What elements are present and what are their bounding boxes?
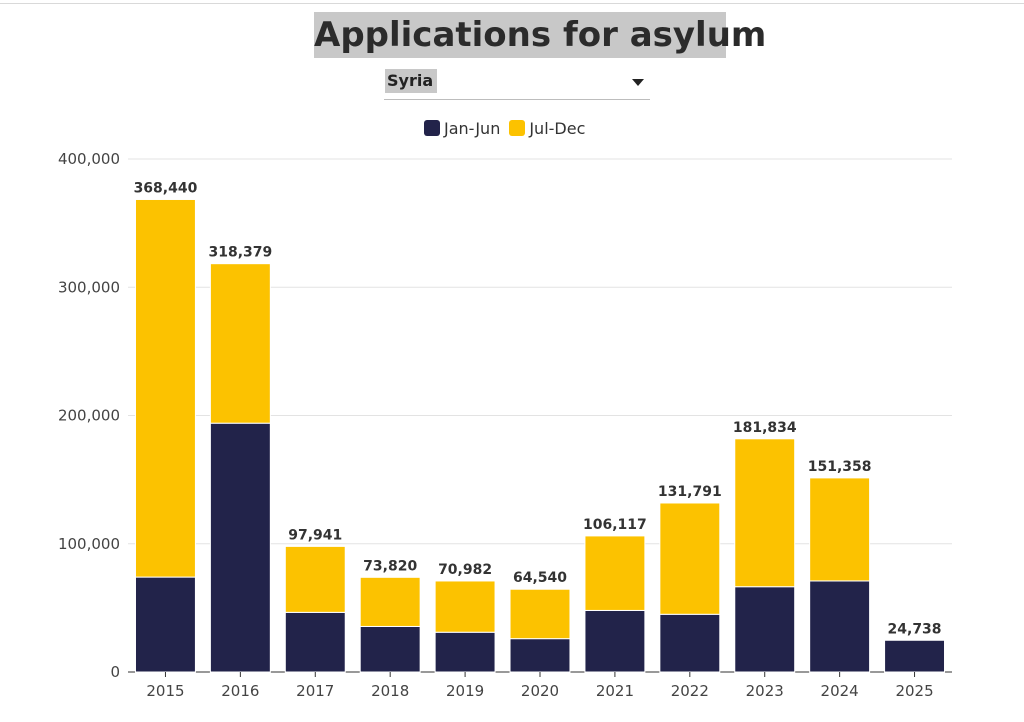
bar-segment-jan-jun: [434, 631, 496, 673]
bar-segment-jul-dec: [734, 438, 796, 588]
legend-label-jan-jun: Jan-Jun: [444, 118, 501, 138]
bar-total-label: 73,820: [363, 558, 417, 574]
x-tick-label: 2019: [446, 682, 484, 700]
bar-total-label: 181,834: [733, 420, 797, 436]
bar-segment-jul-dec: [509, 588, 571, 640]
x-tick-label: 2025: [895, 682, 933, 700]
bar-total-label: 24,738: [888, 621, 942, 637]
y-tick-label: 300,000: [58, 278, 120, 296]
bar-segment-jan-jun: [509, 638, 571, 673]
bar-segment-jan-jun: [659, 613, 721, 673]
bar-total-label: 106,117: [583, 517, 647, 533]
legend-item-jul-dec[interactable]: Jul-Dec: [509, 119, 585, 138]
x-tick-label: 2021: [596, 682, 634, 700]
bar-total-label: 318,379: [208, 245, 272, 261]
bar-segment-jan-jun: [359, 625, 421, 673]
legend-swatch-jan-jun: [424, 120, 440, 136]
bar-total-label: 368,440: [134, 180, 198, 196]
x-tick-label: 2015: [146, 682, 184, 700]
legend-label-jul-dec: Jul-Dec: [529, 118, 586, 138]
y-tick-label: 0: [110, 663, 120, 681]
x-tick-label: 2022: [671, 682, 709, 700]
x-tick-label: 2024: [821, 682, 859, 700]
country-dropdown[interactable]: Syria: [384, 69, 650, 100]
chart-title: Applications for asylum: [314, 12, 766, 58]
y-tick-label: 100,000: [58, 535, 120, 553]
bar-segment-jan-jun: [284, 611, 346, 673]
bar-segment-jul-dec: [284, 545, 346, 613]
x-tick-label: 2016: [221, 682, 259, 700]
x-tick-label: 2023: [746, 682, 784, 700]
bar-segment-jan-jun: [134, 576, 196, 673]
legend-swatch-jul-dec: [509, 120, 526, 136]
bar-segment-jan-jun: [809, 580, 871, 673]
legend-item-jan-jun[interactable]: Jan-Jun: [424, 119, 500, 138]
bar-segment-jan-jun: [734, 586, 796, 673]
bar-segment-jul-dec: [659, 502, 721, 615]
x-tick-label: 2020: [521, 682, 559, 700]
bar-total-label: 70,982: [438, 562, 492, 578]
bar-total-label: 64,540: [513, 570, 567, 586]
bar-segment-jan-jun: [884, 639, 946, 673]
bar-segment-jan-jun: [209, 422, 271, 673]
bar-segment-jan-jun: [584, 609, 646, 673]
bar-segment-jul-dec: [584, 535, 646, 611]
bar-total-label: 131,791: [658, 484, 722, 500]
bar-total-label: 151,358: [808, 459, 872, 475]
caret-down-icon[interactable]: [632, 79, 644, 86]
x-tick-label: 2017: [296, 682, 334, 700]
y-tick-label: 200,000: [58, 407, 120, 425]
y-tick-label: 400,000: [58, 150, 120, 168]
bar-segment-jul-dec: [434, 580, 496, 633]
bar-segment-jul-dec: [134, 198, 196, 578]
bar-segment-jul-dec: [209, 263, 271, 424]
bar-segment-jul-dec: [359, 576, 421, 627]
bar-segment-jul-dec: [809, 477, 871, 582]
bar-total-label: 97,941: [288, 527, 342, 543]
x-tick-label: 2018: [371, 682, 409, 700]
legend: Jan-Jun Jul-Dec: [424, 116, 594, 140]
country-dropdown-value: Syria: [385, 69, 438, 93]
top-divider: [0, 3, 1024, 4]
